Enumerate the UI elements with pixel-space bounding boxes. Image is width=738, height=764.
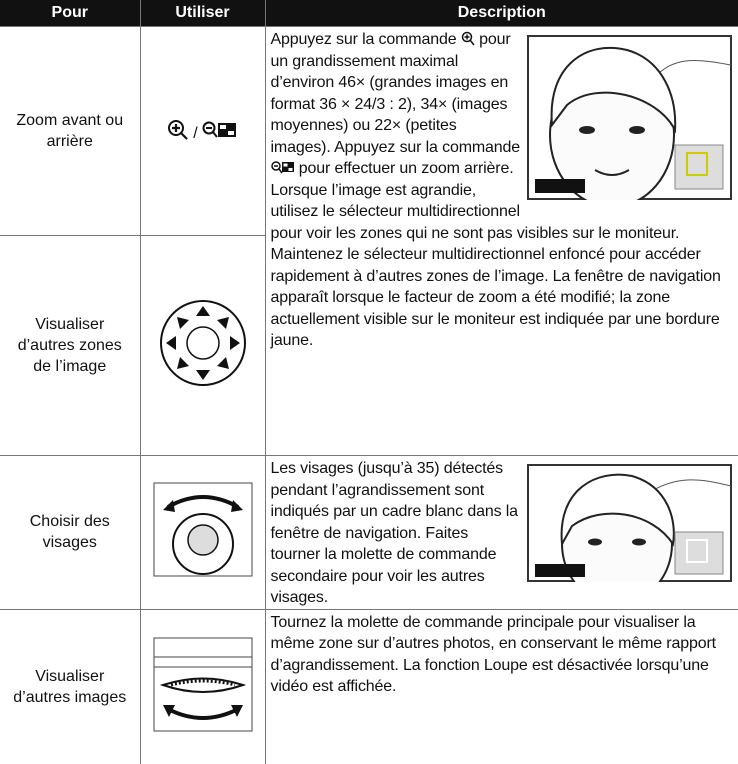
row: Zoom avant ou arrière / Appuyez sur la c… [0, 26, 738, 456]
zoom-out-icon [202, 121, 237, 138]
header-cell: Description [264, 0, 738, 27]
description-text: pour un grandissement maximal d’environ … [270, 31, 521, 156]
zoom-out-icon [270, 161, 294, 174]
sub-dial-icon [153, 482, 252, 577]
header-cell: Utiliser [139, 0, 265, 27]
pour-cell: Visualiser d’autres zones de l’image [0, 235, 140, 456]
use-cell [139, 455, 265, 609]
use-cell [139, 235, 265, 456]
description-text: Appuyez sur la commande [270, 31, 457, 48]
description-text: pour effectuer un zoom arrière. Lorsque … [270, 160, 721, 349]
multi-selector-icon [159, 300, 246, 386]
main-dial-icon [153, 637, 252, 732]
use-cell: / [139, 26, 265, 236]
zoom-in-icon [167, 120, 188, 140]
faces-illustration [527, 464, 732, 582]
description-cell: Les visages (jusqu’à 35) détectés pendan… [264, 455, 738, 609]
row: Visualiser d’autres zones de l’image [0, 235, 738, 456]
pour-cell: Zoom avant ou arrière [0, 26, 140, 236]
description-cell: Tournez la molette de commande principal… [264, 608, 738, 764]
use-cell [139, 608, 265, 764]
zoom-in-icon [461, 31, 475, 46]
pour-cell: Choisir des visages [0, 455, 140, 609]
row: Visualiser d’autres images Tournez la mo… [0, 608, 738, 764]
row: Choisir des visages Les visages (jusqu’à… [0, 455, 738, 609]
description-cell: Appuyez sur la commande pour un grandiss… [264, 26, 738, 456]
zoom-illustration [527, 35, 732, 200]
header-row: Pour Utiliser Description [0, 0, 738, 27]
separator: / [193, 125, 198, 142]
description-text: Tournez la molette de commande principal… [270, 613, 717, 696]
pour-cell: Visualiser d’autres images [0, 608, 140, 764]
header-cell: Pour [0, 0, 140, 27]
description-text: Les visages (jusqu’à 35) détectés pendan… [270, 460, 519, 606]
